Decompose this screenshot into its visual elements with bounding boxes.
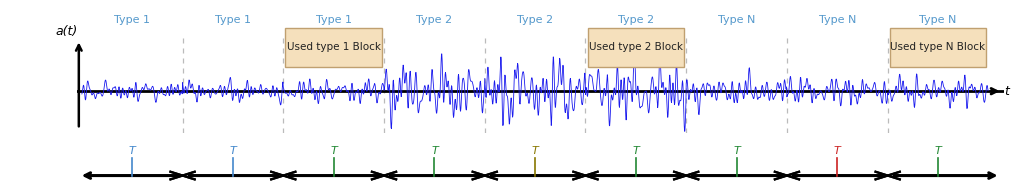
- Text: T: T: [331, 146, 337, 156]
- Text: T: T: [834, 146, 841, 156]
- Text: a(t): a(t): [55, 25, 78, 38]
- Text: Type N: Type N: [818, 15, 856, 25]
- Text: Used type 1 Block: Used type 1 Block: [287, 43, 381, 52]
- Text: Used type 2 Block: Used type 2 Block: [589, 43, 683, 52]
- Text: Type 2: Type 2: [517, 15, 553, 25]
- Text: T: T: [935, 146, 941, 156]
- Text: T: T: [129, 146, 135, 156]
- Text: T: T: [633, 146, 639, 156]
- Text: Used type N Block: Used type N Block: [891, 43, 986, 52]
- Text: Type N: Type N: [920, 15, 956, 25]
- Text: t: t: [1005, 85, 1010, 98]
- Text: Type 2: Type 2: [417, 15, 453, 25]
- Text: Type 2: Type 2: [617, 15, 654, 25]
- Text: T: T: [733, 146, 740, 156]
- Text: T: T: [531, 146, 539, 156]
- Text: Type 1: Type 1: [115, 15, 151, 25]
- Text: Type 1: Type 1: [315, 15, 351, 25]
- Text: Type N: Type N: [718, 15, 756, 25]
- Text: T: T: [229, 146, 237, 156]
- Text: Type 1: Type 1: [215, 15, 251, 25]
- Text: T: T: [431, 146, 438, 156]
